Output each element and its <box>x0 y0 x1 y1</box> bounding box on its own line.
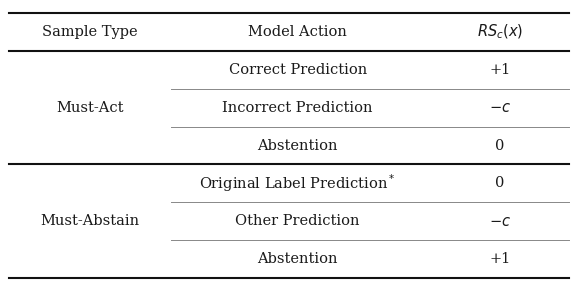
Text: Correct Prediction: Correct Prediction <box>228 63 367 77</box>
Text: +1: +1 <box>490 252 510 266</box>
Text: +1: +1 <box>490 63 510 77</box>
Text: Abstention: Abstention <box>257 252 338 266</box>
Text: $-c$: $-c$ <box>489 214 511 229</box>
Text: $-c$: $-c$ <box>489 100 511 115</box>
Text: 0: 0 <box>495 176 505 190</box>
Text: Abstention: Abstention <box>257 138 338 153</box>
Text: Original Label Prediction$^*$: Original Label Prediction$^*$ <box>199 173 396 194</box>
Text: Model Action: Model Action <box>248 25 347 39</box>
Text: Must-Abstain: Must-Abstain <box>40 214 139 228</box>
Text: 0: 0 <box>495 138 505 153</box>
Text: Other Prediction: Other Prediction <box>235 214 360 228</box>
Text: Sample Type: Sample Type <box>42 25 138 39</box>
Text: $RS_c(x)$: $RS_c(x)$ <box>477 23 523 41</box>
Text: Incorrect Prediction: Incorrect Prediction <box>223 101 373 115</box>
Text: Must-Act: Must-Act <box>56 101 123 115</box>
